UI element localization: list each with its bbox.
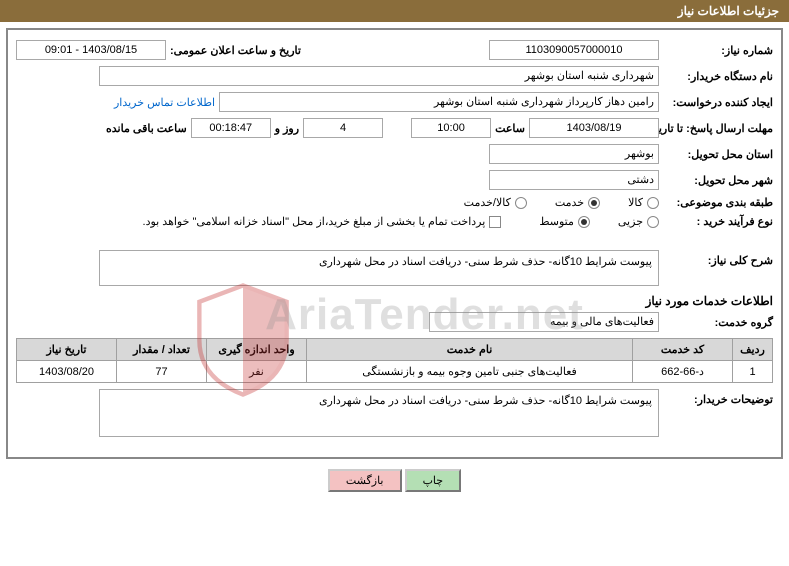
radio-service-label: خدمت	[555, 196, 584, 209]
payment-checkbox[interactable]	[489, 216, 501, 228]
deadline-label: مهلت ارسال پاسخ: تا تاریخ:	[663, 122, 773, 135]
col-qty: تعداد / مقدار	[117, 339, 207, 361]
radio-goods-service[interactable]	[515, 197, 527, 209]
requester-label: ایجاد کننده درخواست:	[663, 96, 773, 109]
deadline-time-field: 10:00	[411, 118, 491, 138]
radio-partial[interactable]	[647, 216, 659, 228]
description-box: پیوست شرایط 10گانه- حذف شرط سنی- دریافت …	[99, 250, 659, 286]
need-number-label: شماره نیاز:	[663, 44, 773, 57]
deadline-date-field: 1403/08/19	[529, 118, 659, 138]
service-group-field: فعالیت‌های مالی و بیمه	[429, 312, 659, 332]
days-label: روز و	[275, 122, 299, 135]
time-label: ساعت	[495, 122, 525, 135]
row-need-number: شماره نیاز: 1103090057000010 تاریخ و ساع…	[16, 40, 773, 60]
row-delivery-province: استان محل تحویل: بوشهر	[16, 144, 773, 164]
cell-date: 1403/08/20	[17, 361, 117, 383]
radio-partial-label: جزیی	[618, 215, 643, 228]
radio-goods[interactable]	[647, 197, 659, 209]
buyer-notes-label: توضیحات خریدار:	[663, 389, 773, 406]
hms-field: 00:18:47	[191, 118, 271, 138]
radio-goods-service-label: کالا/خدمت	[464, 196, 511, 209]
table-row: 1 د-66-662 فعالیت‌های جنبی تامین وجوه بی…	[17, 361, 773, 383]
requester-field: رامین دهاز کارپرداز شهرداری شنبه استان ب…	[219, 92, 659, 112]
col-name: نام خدمت	[307, 339, 633, 361]
radio-goods-group[interactable]: کالا	[628, 196, 659, 209]
contact-link[interactable]: اطلاعات تماس خریدار	[114, 96, 215, 109]
row-buyer-org: نام دستگاه خریدار: شهرداری شنبه استان بو…	[16, 66, 773, 86]
radio-service-group[interactable]: خدمت	[555, 196, 600, 209]
col-date: تاریخ نیاز	[17, 339, 117, 361]
row-service-group: گروه خدمت: فعالیت‌های مالی و بیمه	[16, 312, 773, 332]
back-button[interactable]: بازگشت	[328, 469, 402, 492]
button-row: چاپ بازگشت	[0, 469, 789, 492]
row-deadline: مهلت ارسال پاسخ: تا تاریخ: 1403/08/19 سا…	[16, 118, 773, 138]
description-label: شرح کلی نیاز:	[663, 250, 773, 267]
col-code: کد خدمت	[633, 339, 733, 361]
table-header-row: ردیف کد خدمت نام خدمت واحد اندازه گیری ت…	[17, 339, 773, 361]
days-field: 4	[303, 118, 383, 138]
service-group-label: گروه خدمت:	[663, 316, 773, 329]
payment-note: پرداخت تمام یا بخشی از مبلغ خرید،از محل …	[143, 215, 486, 228]
print-button[interactable]: چاپ	[405, 469, 462, 492]
announce-date-field: 1403/08/15 - 09:01	[16, 40, 166, 60]
buyer-notes-box: پیوست شرایط 10گانه- حذف شرط سنی- دریافت …	[99, 389, 659, 437]
cell-code: د-66-662	[633, 361, 733, 383]
services-header: اطلاعات خدمات مورد نیاز	[16, 294, 773, 308]
radio-medium[interactable]	[578, 216, 590, 228]
buyer-org-label: نام دستگاه خریدار:	[663, 70, 773, 83]
cell-qty: 77	[117, 361, 207, 383]
buyer-org-field: شهرداری شنبه استان بوشهر	[99, 66, 659, 86]
delivery-province-field: بوشهر	[489, 144, 659, 164]
remaining-label: ساعت باقی مانده	[106, 122, 187, 135]
row-delivery-city: شهر محل تحویل: دشتی	[16, 170, 773, 190]
cell-unit: نفر	[207, 361, 307, 383]
delivery-city-label: شهر محل تحویل:	[663, 174, 773, 187]
col-unit: واحد اندازه گیری	[207, 339, 307, 361]
need-number-field: 1103090057000010	[489, 40, 659, 60]
category-label: طبقه بندی موضوعی:	[663, 196, 773, 209]
delivery-city-field: دشتی	[489, 170, 659, 190]
page-container: جزئیات اطلاعات نیاز AriaTender.net شماره…	[0, 0, 789, 566]
col-row: ردیف	[733, 339, 773, 361]
radio-medium-group[interactable]: متوسط	[539, 215, 590, 228]
radio-goods-service-group[interactable]: کالا/خدمت	[464, 196, 527, 209]
announce-date-label: تاریخ و ساعت اعلان عمومی:	[170, 44, 301, 57]
radio-partial-group[interactable]: جزیی	[618, 215, 659, 228]
cell-num: 1	[733, 361, 773, 383]
row-category: طبقه بندی موضوعی: کالا خدمت کالا/خدمت	[16, 196, 773, 209]
row-description: شرح کلی نیاز: پیوست شرایط 10گانه- حذف شر…	[16, 250, 773, 286]
radio-goods-label: کالا	[628, 196, 643, 209]
purchase-type-label: نوع فرآیند خرید :	[663, 215, 773, 228]
services-table: ردیف کد خدمت نام خدمت واحد اندازه گیری ت…	[16, 338, 773, 383]
header-bar: جزئیات اطلاعات نیاز	[0, 0, 789, 22]
delivery-province-label: استان محل تحویل:	[663, 148, 773, 161]
cell-name: فعالیت‌های جنبی تامین وجوه بیمه و بازنشس…	[307, 361, 633, 383]
row-purchase-type: نوع فرآیند خرید : جزیی متوسط پرداخت تمام…	[16, 215, 773, 228]
content-frame: AriaTender.net شماره نیاز: 1103090057000…	[6, 28, 783, 459]
row-requester: ایجاد کننده درخواست: رامین دهاز کارپرداز…	[16, 92, 773, 112]
radio-medium-label: متوسط	[539, 215, 574, 228]
header-title: جزئیات اطلاعات نیاز	[678, 4, 779, 18]
radio-service[interactable]	[588, 197, 600, 209]
row-buyer-notes: توضیحات خریدار: پیوست شرایط 10گانه- حذف …	[16, 389, 773, 437]
